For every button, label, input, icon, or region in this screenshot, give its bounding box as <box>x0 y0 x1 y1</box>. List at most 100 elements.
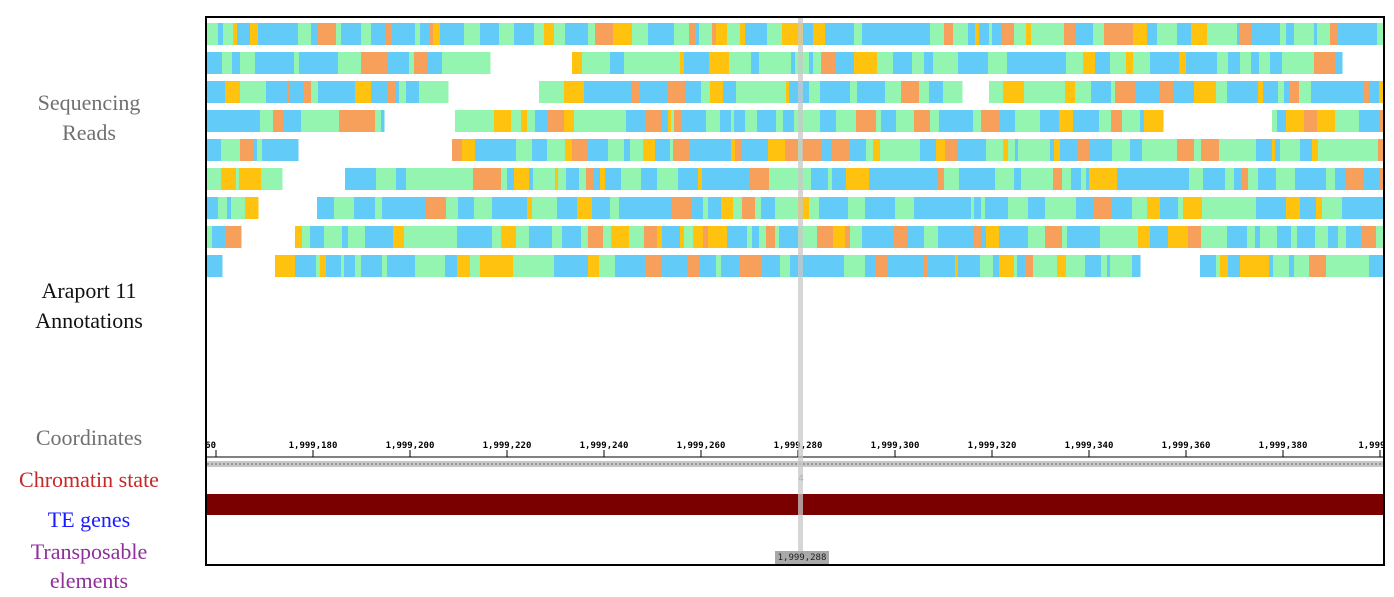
base-block <box>1216 81 1228 103</box>
base-block <box>1014 23 1027 45</box>
base-block <box>404 226 414 248</box>
base-block <box>361 23 372 45</box>
base-block <box>657 168 666 190</box>
base-block <box>289 110 302 132</box>
base-block <box>924 226 939 248</box>
base-block <box>268 168 283 190</box>
base-block <box>1226 197 1241 219</box>
base-block <box>433 23 441 45</box>
base-block <box>404 197 414 219</box>
base-block <box>752 226 760 248</box>
base-block <box>1225 168 1235 190</box>
base-block <box>1327 81 1336 103</box>
base-block <box>355 255 362 277</box>
base-block <box>845 226 851 248</box>
base-block <box>939 110 947 132</box>
transposable-elements-label: Transposable elements <box>0 537 178 595</box>
base-block <box>1194 81 1200 103</box>
base-block <box>769 110 777 132</box>
base-block <box>644 226 658 248</box>
base-block <box>381 110 385 132</box>
base-block <box>1133 23 1148 45</box>
base-block <box>1363 81 1371 103</box>
chromatin-state-label: Chromatin state <box>19 467 159 492</box>
base-block <box>1186 52 1202 74</box>
base-block <box>1071 168 1082 190</box>
base-block <box>720 110 732 132</box>
base-block <box>591 81 607 103</box>
base-block <box>1335 110 1353 132</box>
base-block <box>916 139 921 161</box>
base-block <box>1060 139 1069 161</box>
base-block <box>1248 168 1259 190</box>
base-block <box>846 168 867 190</box>
base-block <box>375 110 382 132</box>
base-block <box>1281 168 1296 190</box>
base-block <box>759 226 767 248</box>
base-block <box>1297 226 1304 248</box>
base-block <box>919 23 931 45</box>
base-block <box>1217 52 1229 74</box>
base-block <box>223 23 234 45</box>
base-block <box>212 226 226 248</box>
base-block <box>1131 226 1139 248</box>
base-block <box>224 139 241 161</box>
base-block <box>426 81 431 103</box>
base-block <box>499 23 515 45</box>
base-block <box>682 110 699 132</box>
base-block <box>557 197 578 219</box>
base-block <box>539 81 552 103</box>
base-block <box>1059 110 1074 132</box>
base-block <box>445 255 458 277</box>
base-block <box>1335 81 1341 103</box>
base-block <box>255 52 275 74</box>
base-block <box>974 197 982 219</box>
base-block <box>989 23 993 45</box>
base-block <box>478 139 498 161</box>
base-block <box>821 52 837 74</box>
base-block <box>862 23 867 45</box>
genome-browser-viewport[interactable]: ,160 1,999,180 1,999,200 1,999,220 1,999,240… <box>205 16 1385 566</box>
chromatin-state-band[interactable] <box>207 494 1383 515</box>
base-block <box>618 168 622 190</box>
base-block <box>1066 52 1084 74</box>
base-block <box>836 52 855 74</box>
base-block <box>662 52 681 74</box>
base-block <box>727 226 744 248</box>
base-block <box>1241 168 1249 190</box>
base-block <box>521 110 528 132</box>
base-block <box>975 255 981 277</box>
base-block <box>999 168 1015 190</box>
base-block <box>245 197 259 219</box>
base-block <box>698 168 703 190</box>
ruler-tick-label: 1,999,360 <box>1162 441 1211 451</box>
base-block <box>218 23 224 45</box>
base-block <box>1263 81 1279 103</box>
base-block <box>1140 110 1145 132</box>
position-cursor-line[interactable] <box>798 18 803 564</box>
base-block <box>1106 110 1112 132</box>
sequencing-reads-track[interactable] <box>207 18 1383 280</box>
base-block <box>1045 23 1065 45</box>
base-block <box>318 81 333 103</box>
base-block <box>992 226 1000 248</box>
base-block <box>1338 23 1352 45</box>
base-block <box>1121 23 1134 45</box>
base-block <box>971 197 975 219</box>
base-block <box>785 139 799 161</box>
base-block <box>1111 110 1123 132</box>
base-block <box>835 255 845 277</box>
sequencing-reads-label-line2: Reads <box>62 120 116 145</box>
base-block <box>870 197 882 219</box>
base-block <box>1260 255 1270 277</box>
base-block <box>470 226 475 248</box>
base-block <box>938 226 957 248</box>
base-block <box>1270 52 1283 74</box>
base-block <box>1368 23 1378 45</box>
base-block <box>388 52 406 74</box>
base-block <box>897 81 902 103</box>
base-block <box>544 23 555 45</box>
base-block <box>1130 139 1143 161</box>
base-block <box>310 226 325 248</box>
base-block <box>1147 197 1161 219</box>
